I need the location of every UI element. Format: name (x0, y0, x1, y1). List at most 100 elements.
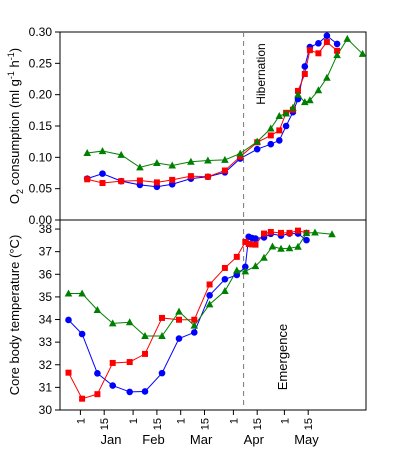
y-title-sup-2: -1 (6, 52, 16, 60)
top-y-tick-label: 0.25 (29, 56, 53, 70)
bottom-y-tick-label: 38 (39, 222, 53, 236)
bottom-panel-series (64, 227, 336, 402)
bottom-triangle-point (294, 242, 302, 250)
bottom-triangle-point (233, 266, 241, 274)
bottom-square-point (245, 240, 252, 247)
y-title-close: ) (7, 48, 22, 52)
top-triangle-point (98, 147, 107, 155)
bottom-y-axis: 30 31 32 33 34 35 36 37 38 (39, 222, 60, 417)
bottom-square-point (191, 316, 198, 323)
bottom-y-tick-label: 32 (39, 358, 53, 372)
bottom-triangle-point (93, 306, 102, 314)
top-triangle-point (236, 149, 244, 157)
bottom-square-point (233, 253, 240, 260)
bottom-triangle-point (268, 242, 277, 250)
top-triangle-point (282, 109, 290, 117)
top-triangle-point (136, 163, 144, 171)
bottom-triangle-point (158, 332, 166, 340)
x-tick-label: 1 (176, 418, 188, 424)
top-triangle-point (204, 156, 212, 164)
x-tick-label: 15 (99, 418, 111, 430)
month-label: Feb (142, 432, 164, 447)
top-circle-point (267, 140, 275, 148)
bottom-triangle-point (277, 244, 285, 252)
top-triangle-point (301, 98, 309, 106)
top-square-point (187, 173, 194, 180)
top-y-tick-label: 0.00 (29, 213, 53, 227)
top-circle-series-line (87, 35, 338, 188)
o2-o: O (7, 194, 22, 204)
bottom-circle-point (94, 370, 101, 377)
top-y-axis: 0.00 0.05 0.10 0.15 0.20 0.25 0.30 (29, 25, 60, 227)
bottom-triangle-point (64, 289, 73, 297)
top-square-series-line (87, 41, 338, 184)
top-circle-point (323, 32, 331, 40)
bottom-triangle-point (78, 289, 86, 297)
emergence-label: Emergence (275, 324, 290, 390)
bottom-square-point (142, 350, 148, 357)
bottom-triangle-point (302, 229, 311, 237)
bottom-square-point (176, 316, 182, 323)
top-triangle-series-line (87, 38, 363, 168)
y-title-sup-1: -1 (6, 71, 16, 79)
bottom-triangle-point (190, 321, 199, 329)
top-y-tick-label: 0.10 (29, 150, 53, 164)
month-label: Mar (190, 432, 213, 447)
bottom-square-point (65, 369, 72, 376)
bottom-square-point (126, 359, 133, 366)
bottom-triangle-point (311, 228, 319, 236)
bottom-y-tick-label: 33 (39, 335, 53, 349)
bottom-triangle-point (241, 267, 250, 275)
bottom-y-tick-label: 34 (39, 313, 53, 327)
y-title-mid: consumption (ml g (7, 79, 22, 189)
bottom-square-point (206, 281, 213, 288)
x-tick-label: 1 (128, 418, 140, 424)
bottom-square-point (94, 391, 101, 398)
bottom-circle-point (141, 388, 149, 395)
bottom-triangle-point (285, 244, 294, 252)
month-label: May (294, 432, 319, 447)
top-triangle-point (343, 34, 352, 42)
o2-subscript: 2 (15, 189, 25, 194)
bottom-square-series-line (68, 230, 307, 400)
top-square-point (118, 178, 125, 185)
top-y-tick-label: 0.05 (29, 182, 53, 196)
top-circle-point (282, 122, 290, 130)
top-square-point (204, 173, 211, 180)
top-circle-point (99, 170, 106, 177)
top-square-point (136, 177, 143, 184)
bottom-circle-point (65, 316, 72, 324)
bottom-triangle-series-line (68, 231, 333, 337)
y-title-h: h (7, 60, 22, 71)
top-circle-point (253, 145, 261, 153)
bottom-triangle-point (328, 230, 336, 238)
bottom-triangle-point (125, 318, 134, 326)
bottom-y-tick-label: 35 (39, 290, 53, 304)
bottom-square-point (221, 264, 228, 271)
bottom-circle-point (221, 275, 229, 283)
bottom-circle-point (158, 369, 166, 377)
bottom-square-point (109, 359, 116, 366)
top-square-point (301, 70, 308, 77)
x-tick-label: 1 (228, 418, 240, 424)
x-tick-label: 15 (152, 418, 164, 430)
top-triangle-point (275, 111, 284, 119)
month-label: Jan (101, 432, 122, 447)
top-triangle-point (323, 73, 331, 81)
bottom-square-point (295, 227, 301, 234)
top-square-point (153, 179, 160, 186)
top-circle-point (301, 63, 309, 70)
top-square-point (276, 127, 283, 134)
bottom-circle-point (126, 388, 133, 396)
top-triangle-point (221, 155, 229, 163)
top-triangle-point (117, 150, 125, 158)
top-panel-series (83, 32, 367, 191)
bottom-circle-point (242, 263, 249, 271)
top-y-tick-label: 0.30 (29, 25, 53, 39)
hibernation-label: Hibernation (254, 43, 268, 104)
bottom-square-point (159, 314, 165, 321)
top-triangle-point (289, 103, 297, 111)
top-square-point (99, 180, 106, 187)
x-tick-label: 15 (303, 418, 315, 430)
